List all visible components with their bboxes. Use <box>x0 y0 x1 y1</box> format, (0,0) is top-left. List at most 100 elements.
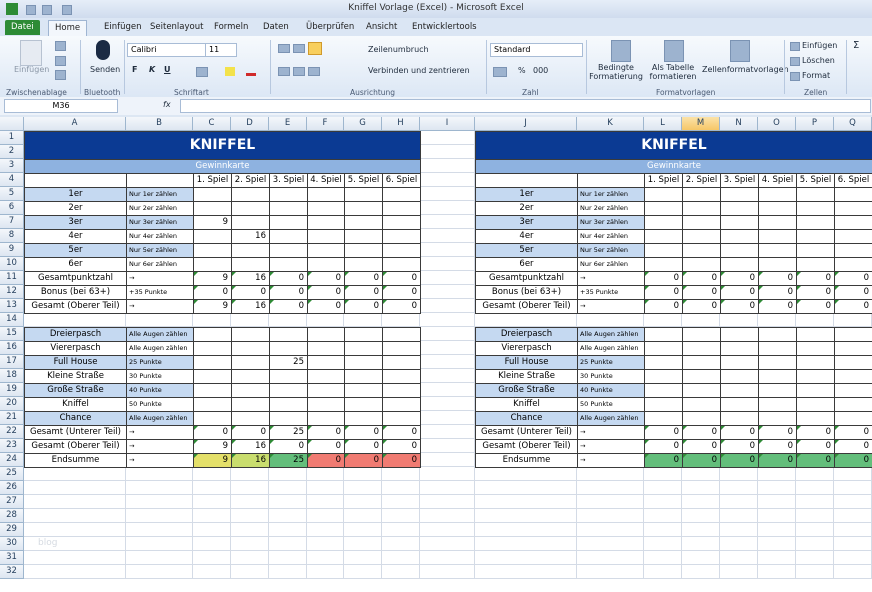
cell[interactable] <box>344 523 382 537</box>
row-header[interactable]: 20 <box>0 397 24 411</box>
blank-cell[interactable] <box>577 173 645 188</box>
empty-score-cell[interactable] <box>269 229 308 244</box>
cell[interactable] <box>720 495 758 509</box>
row-header[interactable]: 14 <box>0 313 24 327</box>
conditional-format-icon[interactable] <box>611 40 631 62</box>
empty-score-cell[interactable] <box>307 201 345 216</box>
row-label[interactable]: Große Straße <box>475 383 578 398</box>
row-hint[interactable]: Nur 4er zählen <box>126 229 194 244</box>
score-cell[interactable]: 0 <box>758 299 797 314</box>
empty-score-cell[interactable] <box>834 257 872 272</box>
score-cell[interactable]: 0 <box>796 453 835 468</box>
cell[interactable] <box>344 565 382 579</box>
score-cell[interactable]: 0 <box>193 285 232 300</box>
empty-score-cell[interactable] <box>269 411 308 426</box>
cell[interactable] <box>307 467 344 481</box>
cell[interactable] <box>344 467 382 481</box>
empty-score-cell[interactable] <box>193 383 232 398</box>
empty-score-cell[interactable] <box>307 229 345 244</box>
empty-score-cell[interactable] <box>644 257 683 272</box>
score-cell[interactable]: 0 <box>682 439 721 454</box>
score-cell[interactable]: 0 <box>834 453 872 468</box>
cell[interactable] <box>24 495 126 509</box>
row-hint[interactable]: → <box>577 299 645 314</box>
cell[interactable] <box>758 313 796 327</box>
row-header[interactable]: 9 <box>0 243 24 257</box>
score-cell[interactable]: 0 <box>344 299 383 314</box>
empty-score-cell[interactable] <box>758 327 797 342</box>
empty-score-cell[interactable] <box>758 341 797 356</box>
cell[interactable] <box>796 313 834 327</box>
score-cell[interactable]: 0 <box>382 425 421 440</box>
ribbon-tab[interactable]: Überprüfen <box>306 22 355 32</box>
cell[interactable] <box>720 313 758 327</box>
empty-score-cell[interactable] <box>231 201 270 216</box>
font-color-icon[interactable] <box>246 67 256 76</box>
empty-score-cell[interactable] <box>382 229 421 244</box>
empty-score-cell[interactable] <box>834 201 872 216</box>
score-cell[interactable]: 0 <box>720 299 759 314</box>
row-label[interactable]: Gesamt (Oberer Teil) <box>24 439 127 454</box>
empty-score-cell[interactable] <box>269 257 308 272</box>
empty-score-cell[interactable] <box>682 341 721 356</box>
row-label[interactable]: Bonus (bei 63+) <box>475 285 578 300</box>
cell[interactable] <box>269 509 307 523</box>
row-label[interactable]: Viererpasch <box>475 341 578 356</box>
save-icon[interactable] <box>26 5 36 15</box>
row-label[interactable]: 4er <box>475 229 578 244</box>
cell[interactable] <box>231 467 269 481</box>
undo-icon[interactable] <box>42 5 52 15</box>
column-header[interactable]: N <box>720 117 758 131</box>
empty-score-cell[interactable] <box>796 229 835 244</box>
cell[interactable] <box>126 551 193 565</box>
row-header[interactable]: 27 <box>0 495 24 509</box>
row-hint[interactable]: Nur 5er zählen <box>577 243 645 258</box>
cell[interactable] <box>834 551 872 565</box>
cell[interactable] <box>420 495 475 509</box>
blank-cell[interactable] <box>475 173 578 188</box>
column-header[interactable]: G <box>344 117 382 131</box>
score-cell[interactable]: 16 <box>231 439 270 454</box>
cell[interactable] <box>682 537 720 551</box>
score-cell[interactable]: 0 <box>231 285 270 300</box>
format-table-button[interactable]: Als Tabelle formatieren <box>649 63 697 81</box>
row-label[interactable]: 1er <box>24 187 127 202</box>
cell[interactable] <box>307 523 344 537</box>
cell[interactable] <box>834 565 872 579</box>
empty-score-cell[interactable] <box>382 215 421 230</box>
ribbon-tab[interactable]: Formeln <box>214 22 249 32</box>
cell[interactable] <box>475 495 577 509</box>
cell[interactable] <box>193 551 231 565</box>
score-cell[interactable]: 9 <box>193 439 232 454</box>
cell[interactable] <box>269 523 307 537</box>
cell[interactable] <box>126 523 193 537</box>
cell[interactable] <box>758 537 796 551</box>
cell[interactable] <box>24 523 126 537</box>
cell[interactable] <box>382 495 420 509</box>
empty-score-cell[interactable] <box>231 215 270 230</box>
empty-score-cell[interactable] <box>796 355 835 370</box>
cell[interactable] <box>796 551 834 565</box>
empty-score-cell[interactable] <box>193 397 232 412</box>
cell[interactable] <box>644 565 682 579</box>
empty-score-cell[interactable] <box>231 411 270 426</box>
send-button[interactable]: Senden <box>90 65 121 74</box>
insert-button[interactable]: Einfügen <box>802 41 838 50</box>
row-label[interactable]: Endsumme <box>24 453 127 468</box>
empty-score-cell[interactable] <box>644 383 683 398</box>
empty-score-cell[interactable] <box>307 327 345 342</box>
score-cell[interactable]: 0 <box>644 425 683 440</box>
row-header[interactable]: 15 <box>0 327 24 341</box>
score-cell[interactable]: 0 <box>644 271 683 286</box>
empty-score-cell[interactable] <box>758 215 797 230</box>
row-hint[interactable]: → <box>126 271 194 286</box>
cell[interactable] <box>475 537 577 551</box>
empty-score-cell[interactable] <box>644 411 683 426</box>
ribbon-tab[interactable]: Datei <box>5 20 40 35</box>
cell[interactable] <box>307 481 344 495</box>
score-cell[interactable]: 0 <box>758 271 797 286</box>
row-hint[interactable]: +35 Punkte <box>577 285 645 300</box>
cell[interactable] <box>344 495 382 509</box>
cell[interactable] <box>382 523 420 537</box>
row-hint[interactable]: 50 Punkte <box>126 397 194 412</box>
